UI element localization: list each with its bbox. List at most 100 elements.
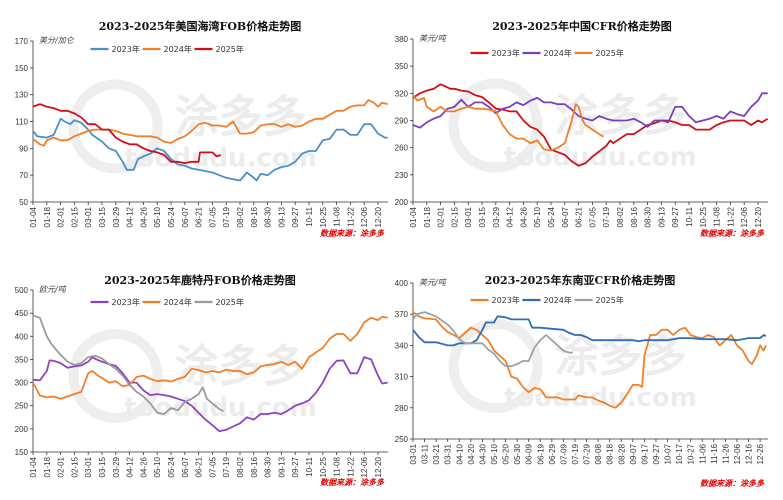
- x-tick-label: 07-05: [208, 456, 217, 477]
- series-line-2025年: [32, 314, 224, 415]
- chart-title: 2023-2025年中国CFR价格走势图: [492, 19, 672, 33]
- series-line-2023年: [32, 356, 388, 433]
- watermark-text: 涂多多: [175, 341, 307, 392]
- x-tick-label: 03-15: [98, 206, 107, 227]
- x-tick-label: 04-30: [478, 443, 487, 464]
- x-tick-label: 12-20: [374, 456, 383, 477]
- watermark-logo: [448, 319, 543, 413]
- x-tick-label: 06-09: [525, 443, 534, 464]
- x-tick-label: 07-19: [222, 206, 231, 227]
- legend-label: 2023年: [112, 297, 140, 307]
- watermark-logo: [448, 78, 543, 173]
- legend-label: 2025年: [596, 295, 624, 305]
- y-tick-label: 380: [395, 35, 409, 44]
- x-tick-label: 05-24: [167, 206, 176, 227]
- x-tick-label: 04-26: [519, 206, 528, 227]
- chart-title: 2023-2025年东南亚CFR价格走势图: [485, 273, 676, 287]
- legend-label: 2025年: [216, 44, 244, 54]
- y-tick-label: 230: [395, 171, 409, 180]
- x-tick-label: 11-22: [726, 206, 735, 226]
- x-tick-label: 06-07: [561, 206, 570, 227]
- series-line-2023年: [412, 83, 769, 167]
- watermark-url: toodudu.com: [504, 383, 697, 413]
- series-line-2025年: [412, 311, 573, 368]
- legend-label: 2025年: [216, 297, 244, 307]
- x-tick-label: 09-07: [629, 443, 638, 464]
- x-tick-label: 06-21: [195, 206, 204, 227]
- x-tick-label: 03-11: [421, 443, 430, 463]
- y-tick-label: 130: [15, 91, 29, 100]
- y-tick-label: 150: [15, 64, 29, 73]
- x-tick-label: 02-01: [57, 456, 66, 477]
- x-tick-label: 08-02: [616, 206, 625, 227]
- x-tick-label: 12-20: [754, 206, 763, 227]
- y-tick-label: 280: [395, 404, 409, 413]
- x-tick-label: 10-25: [699, 206, 708, 227]
- x-tick-label: 11-06: [698, 443, 707, 463]
- chart-title: 2023-2025年美国海湾FOB价格走势图: [99, 19, 301, 33]
- x-tick-label: 11-26: [721, 443, 730, 463]
- x-tick-label: 05-20: [502, 443, 511, 464]
- x-tick-label: 08-18: [606, 443, 615, 464]
- x-tick-label: 08-16: [250, 206, 259, 227]
- x-tick-label: 03-29: [492, 206, 501, 227]
- y-tick-label: 250: [15, 402, 29, 411]
- x-tick-label: 04-12: [506, 206, 515, 227]
- x-tick-label: 11-16: [710, 443, 719, 463]
- y-tick-label: 450: [15, 309, 29, 318]
- x-tick-label: 05-10: [533, 206, 542, 227]
- x-tick-label: 09-27: [291, 456, 300, 477]
- x-tick-label: 10-11: [685, 206, 694, 226]
- series-line-2025年: [412, 94, 604, 152]
- x-tick-label: 03-01: [84, 206, 93, 227]
- x-tick-label: 03-21: [432, 443, 441, 464]
- watermark-text: 涂多多: [175, 92, 307, 143]
- x-tick-label: 03-29: [112, 456, 121, 477]
- legend-label: 2025年: [596, 48, 624, 58]
- x-tick-label: 08-28: [617, 443, 626, 464]
- x-tick-label: 01-04: [29, 206, 38, 227]
- y-tick-label: 500: [15, 286, 29, 295]
- data-source: 数据来源：涂多多: [320, 229, 385, 238]
- watermark-text: 涂多多: [555, 331, 687, 382]
- x-tick-label: 08-16: [250, 456, 259, 477]
- x-tick-label: 03-15: [98, 456, 107, 477]
- x-tick-label: 12-26: [756, 443, 765, 464]
- y-tick-label: 200: [15, 425, 29, 434]
- x-tick-label: 06-07: [181, 206, 190, 227]
- x-tick-label: 07-05: [208, 206, 217, 227]
- x-tick-label: 08-30: [264, 456, 273, 477]
- x-tick-label: 08-16: [630, 206, 639, 227]
- x-tick-label: 06-07: [181, 456, 190, 477]
- series-line-2024年: [412, 92, 768, 129]
- legend-label: 2024年: [164, 44, 192, 54]
- x-tick-label: 07-05: [588, 206, 597, 227]
- x-tick-label: 12-16: [745, 443, 754, 464]
- x-tick-label: 01-18: [43, 456, 52, 477]
- x-tick-label: 12-06: [360, 456, 369, 477]
- y-tick-label: 350: [15, 355, 29, 364]
- x-tick-label: 11-08: [333, 206, 342, 226]
- x-tick-label: 10-07: [664, 443, 673, 464]
- y-tick-label: 400: [395, 279, 409, 288]
- x-tick-label: 05-30: [513, 443, 522, 464]
- x-tick-label: 08-30: [644, 206, 653, 227]
- x-tick-label: 08-02: [236, 206, 245, 227]
- x-tick-label: 05-10: [490, 443, 499, 464]
- x-tick-label: 09-27: [652, 443, 661, 464]
- x-tick-label: 01-18: [43, 206, 52, 227]
- y-tick-label: 310: [395, 373, 409, 382]
- x-tick-label: 05-24: [167, 456, 176, 477]
- x-tick-label: 04-12: [126, 206, 135, 227]
- y-tick-label: 320: [395, 89, 409, 98]
- legend-label: 2024年: [164, 297, 192, 307]
- legend-label: 2023年: [112, 44, 140, 54]
- x-tick-label: 07-29: [583, 443, 592, 464]
- x-tick-label: 02-15: [70, 206, 79, 227]
- x-tick-label: 08-02: [236, 456, 245, 477]
- x-tick-label: 10-11: [305, 206, 314, 226]
- x-tick-label: 12-20: [374, 206, 383, 227]
- x-tick-label: 01-04: [409, 206, 418, 227]
